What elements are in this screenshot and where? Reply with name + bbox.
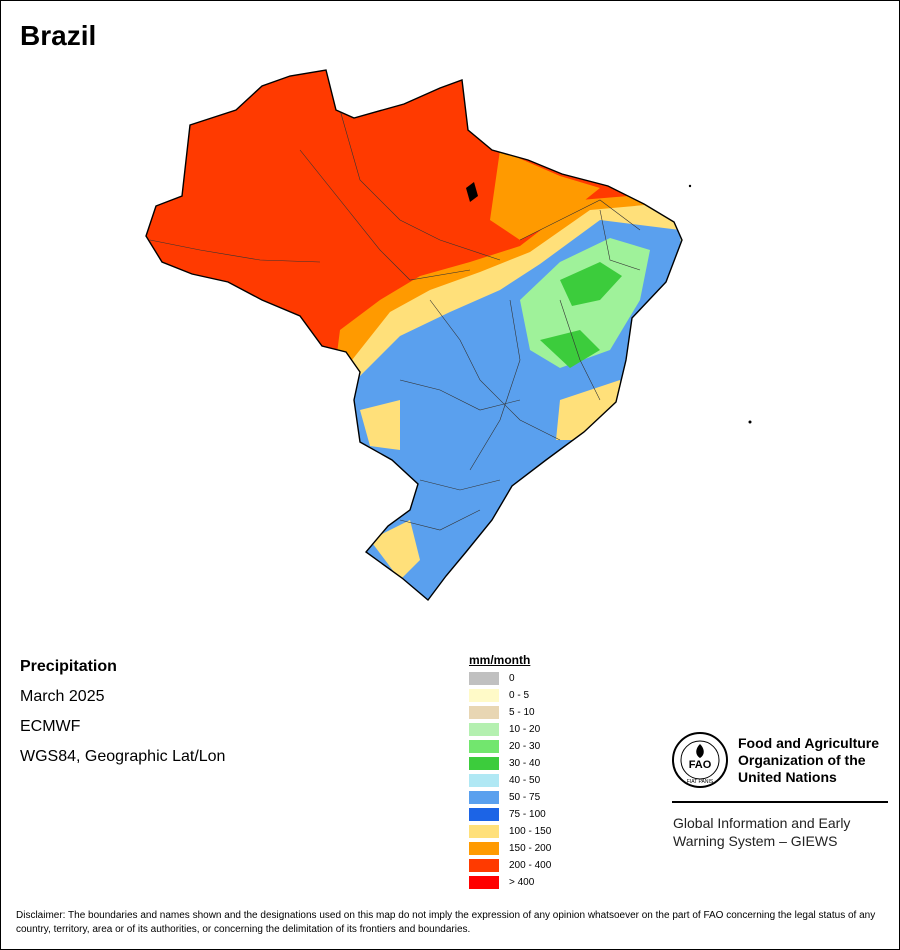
- legend-title: mm/month: [469, 653, 531, 667]
- legend-swatch: [469, 672, 499, 685]
- legend-label: 75 - 100: [509, 809, 546, 820]
- legend-label: 10 - 20: [509, 724, 541, 735]
- region-southwest: [360, 400, 400, 450]
- legend-label: 5 - 10: [509, 707, 535, 718]
- legend-label: 150 - 200: [509, 843, 552, 854]
- projection-label: WGS84, Geographic Lat/Lon: [20, 748, 226, 765]
- data-source: ECMWF: [20, 718, 81, 735]
- legend-label: 20 - 30: [509, 741, 541, 752]
- org-line: Organization of the: [738, 752, 866, 768]
- legend-swatch: [469, 723, 499, 736]
- precipitation-map: [145, 69, 752, 601]
- legend-swatch: [469, 740, 499, 753]
- organization-name: Food and Agriculture Organization of the…: [738, 735, 879, 786]
- layer-name: Precipitation: [20, 658, 117, 675]
- org-line: United Nations: [738, 769, 837, 785]
- legend-label: 100 - 150: [509, 826, 552, 837]
- state-boundaries: [149, 109, 641, 531]
- legend-swatch: [469, 876, 499, 889]
- legend-swatch: [469, 859, 499, 872]
- amazon-delta-island: [466, 182, 478, 202]
- region-far-south: [370, 520, 420, 580]
- offshore-island: [748, 420, 752, 424]
- disclaimer: Disclaimer: The boundaries and names sho…: [16, 910, 876, 935]
- divider: [672, 801, 888, 803]
- legend-swatch: [469, 689, 499, 702]
- giews-line: Warning System – GIEWS: [673, 833, 838, 849]
- legend-label: 200 - 400: [509, 860, 552, 871]
- giews-label: Global Information and Early Warning Sys…: [673, 814, 850, 850]
- legend-label: 30 - 40: [509, 758, 541, 769]
- legend-label: 0 - 5: [509, 690, 530, 701]
- legend-swatch: [469, 757, 499, 770]
- legend-swatch: [469, 842, 499, 855]
- legend-swatch: [469, 774, 499, 787]
- legend-swatch: [469, 808, 499, 821]
- legend-label: 50 - 75: [509, 792, 541, 803]
- giews-line: Global Information and Early: [673, 815, 851, 831]
- org-line: Food and Agriculture: [738, 735, 880, 751]
- region-dry-patch: [540, 330, 600, 368]
- legend-swatch: [469, 825, 499, 838]
- map-title: Brazil: [20, 20, 97, 51]
- legend-label: 40 - 50: [509, 775, 541, 786]
- offshore-island: [688, 184, 692, 188]
- legend-swatch: [469, 791, 499, 804]
- region-driest: [560, 262, 622, 306]
- legend-label: 0: [509, 673, 515, 684]
- svg-text:FIAT PANIS: FIAT PANIS: [687, 779, 714, 785]
- svg-text:FAO: FAO: [689, 759, 712, 771]
- region-north-coast: [490, 150, 600, 240]
- fao-logo-icon: FAO FIAT PANIS: [672, 732, 728, 788]
- period-label: March 2025: [20, 688, 105, 705]
- legend-label: > 400: [509, 877, 535, 888]
- legend-swatch: [469, 706, 499, 719]
